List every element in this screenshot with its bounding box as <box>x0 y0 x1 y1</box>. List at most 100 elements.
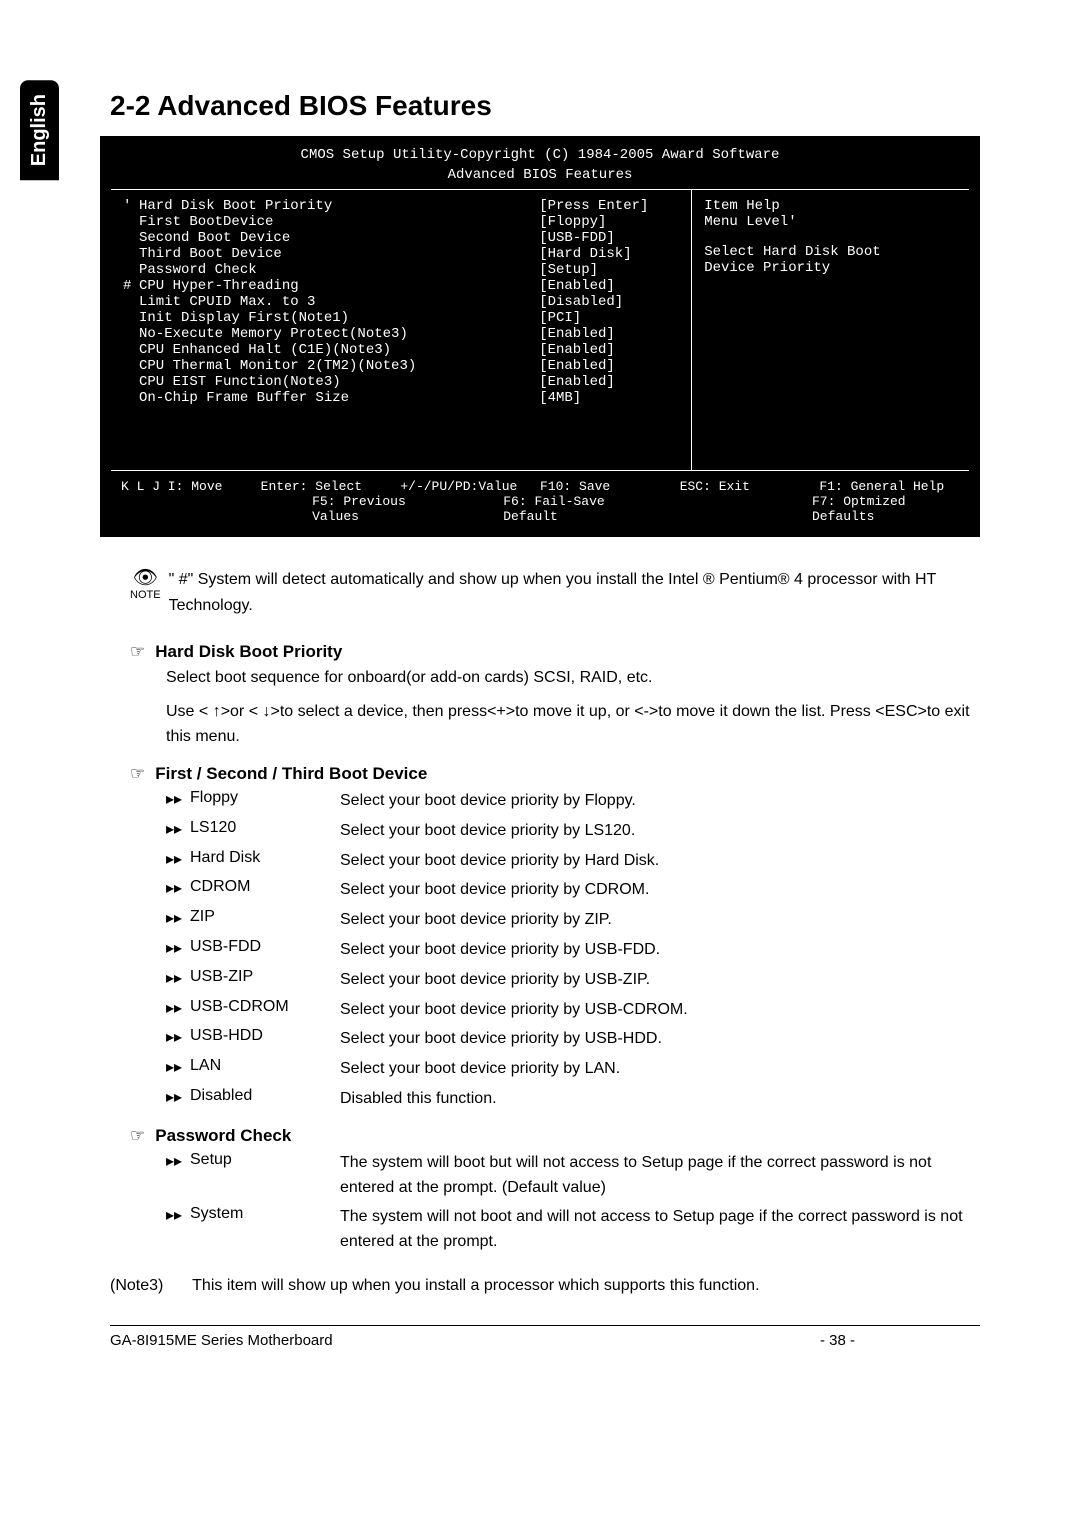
help-title: Item Help <box>704 198 957 214</box>
help-desc-2: Device Priority <box>704 260 957 276</box>
footer-optimized: F7: Optmized Defaults <box>812 494 959 524</box>
hand-icon: ☞ <box>130 764 145 784</box>
arrow-icon: ▸▸ <box>166 908 190 928</box>
bios-setting-row: First BootDevice[Floppy] <box>123 214 679 230</box>
option-desc: Select your boot device priority by ZIP. <box>340 908 980 933</box>
boot-device-title: First / Second / Third Boot Device <box>155 764 427 784</box>
footer-failsafe: F6: Fail-Save Default <box>503 494 650 524</box>
option-name: USB-FDD <box>190 938 340 956</box>
option-name: LAN <box>190 1057 340 1075</box>
option-name: Disabled <box>190 1087 340 1105</box>
option-desc: Select your boot device priority by CDRO… <box>340 878 980 903</box>
footer-select: Enter: Select <box>261 479 401 494</box>
bios-setting-row: Password Check[Setup] <box>123 262 679 278</box>
bios-setting-row: 'Hard Disk Boot Priority[Press Enter] <box>123 198 679 214</box>
password-check-list: ▸▸SetupThe system will boot but will not… <box>166 1151 980 1255</box>
option-desc: Select your boot device priority by USB-… <box>340 968 980 993</box>
hand-icon: ☞ <box>130 642 145 662</box>
option-desc: Select your boot device priority by Flop… <box>340 789 980 814</box>
arrow-icon: ▸▸ <box>166 849 190 869</box>
option-name: Hard Disk <box>190 849 340 867</box>
bios-footer: K L J I: Move Enter: Select +/-/PU/PD:Va… <box>101 475 979 528</box>
arrow-icon: ▸▸ <box>166 968 190 988</box>
option-name: USB-ZIP <box>190 968 340 986</box>
option-name: Setup <box>190 1151 340 1169</box>
option-item: ▸▸FloppySelect your boot device priority… <box>166 789 980 814</box>
option-name: CDROM <box>190 878 340 896</box>
arrow-icon: ▸▸ <box>166 789 190 809</box>
arrow-icon: ▸▸ <box>166 1057 190 1077</box>
option-desc: The system will boot but will not access… <box>340 1151 980 1201</box>
arrow-icon: ▸▸ <box>166 878 190 898</box>
footer-motherboard: GA-8I915ME Series Motherboard <box>110 1332 820 1349</box>
option-item: ▸▸Hard DiskSelect your boot device prior… <box>166 849 980 874</box>
option-desc: Select your boot device priority by USB-… <box>340 1027 980 1052</box>
heading-boot-device: ☞ First / Second / Third Boot Device <box>130 764 980 784</box>
bios-setting-row: CPU EIST Function(Note3)[Enabled] <box>123 374 679 390</box>
option-desc: Select your boot device priority by Hard… <box>340 849 980 874</box>
arrow-icon: ▸▸ <box>166 1151 190 1171</box>
bios-setting-row: Second Boot Device[USB-FDD] <box>123 230 679 246</box>
arrow-icon: ▸▸ <box>166 1027 190 1047</box>
bios-setting-row: #CPU Hyper-Threading[Enabled] <box>123 278 679 294</box>
hard-disk-desc-1: Select boot sequence for onboard(or add-… <box>166 665 980 691</box>
option-name: USB-CDROM <box>190 998 340 1016</box>
bios-header-2: Advanced BIOS Features <box>101 165 979 185</box>
heading-password-check: ☞ Password Check <box>130 1126 980 1146</box>
bios-setting-row: On-Chip Frame Buffer Size[4MB] <box>123 390 679 406</box>
option-desc: Select your boot device priority by USB-… <box>340 938 980 963</box>
boot-device-list: ▸▸FloppySelect your boot device priority… <box>166 789 980 1112</box>
bios-settings-panel: 'Hard Disk Boot Priority[Press Enter]Fir… <box>111 190 692 470</box>
bios-screen: CMOS Setup Utility-Copyright (C) 1984-20… <box>100 136 980 537</box>
option-name: USB-HDD <box>190 1027 340 1045</box>
option-item: ▸▸SystemThe system will not boot and wil… <box>166 1205 980 1255</box>
footnote-tag: (Note3) <box>110 1277 188 1295</box>
option-item: ▸▸SetupThe system will boot but will not… <box>166 1151 980 1201</box>
footer-save: F10: Save <box>540 479 680 494</box>
arrow-icon: ▸▸ <box>166 1087 190 1107</box>
hard-disk-title: Hard Disk Boot Priority <box>155 642 342 662</box>
option-item: ▸▸USB-FDDSelect your boot device priorit… <box>166 938 980 963</box>
option-desc: Select your boot device priority by USB-… <box>340 998 980 1023</box>
option-name: ZIP <box>190 908 340 926</box>
option-desc: Select your boot device priority by LAN. <box>340 1057 980 1082</box>
arrow-icon: ▸▸ <box>166 819 190 839</box>
footer-help: F1: General Help <box>819 479 959 494</box>
help-menu-level: Menu Level' <box>704 214 957 230</box>
option-item: ▸▸ZIPSelect your boot device priority by… <box>166 908 980 933</box>
option-item: ▸▸USB-CDROMSelect your boot device prior… <box>166 998 980 1023</box>
bios-setting-row: Third Boot Device[Hard Disk] <box>123 246 679 262</box>
heading-hard-disk: ☞ Hard Disk Boot Priority <box>130 642 980 662</box>
hand-icon: ☞ <box>130 1126 145 1146</box>
language-tab: English <box>20 80 59 180</box>
bios-header-1: CMOS Setup Utility-Copyright (C) 1984-20… <box>101 145 979 165</box>
footnote: (Note3) This item will show up when you … <box>110 1277 980 1295</box>
option-item: ▸▸USB-HDDSelect your boot device priorit… <box>166 1027 980 1052</box>
hard-disk-desc-2: Use < ↑>or < ↓>to select a device, then … <box>166 699 980 750</box>
option-name: LS120 <box>190 819 340 837</box>
footer-prev: F5: Previous Values <box>312 494 459 524</box>
option-name: Floppy <box>190 789 340 807</box>
footer-move: K L J I: Move <box>121 479 261 494</box>
option-desc: The system will not boot and will not ac… <box>340 1205 980 1255</box>
bios-setting-row: CPU Enhanced Halt (C1E)(Note3)[Enabled] <box>123 342 679 358</box>
page-footer: GA-8I915ME Series Motherboard - 38 - <box>110 1325 980 1349</box>
bios-setting-row: CPU Thermal Monitor 2(TM2)(Note3)[Enable… <box>123 358 679 374</box>
option-desc: Disabled this function. <box>340 1087 980 1112</box>
footer-exit: ESC: Exit <box>680 479 820 494</box>
option-item: ▸▸DisabledDisabled this function. <box>166 1087 980 1112</box>
bios-help-panel: Item Help Menu Level' Select Hard Disk B… <box>692 190 969 470</box>
note-icon: 👁 NOTE <box>130 567 161 601</box>
note-block: 👁 NOTE " #" System will detect automatic… <box>130 567 980 618</box>
arrow-icon: ▸▸ <box>166 998 190 1018</box>
help-desc-1: Select Hard Disk Boot <box>704 244 957 260</box>
option-item: ▸▸CDROMSelect your boot device priority … <box>166 878 980 903</box>
footer-page-number: - 38 - <box>820 1332 980 1349</box>
section-title: 2-2 Advanced BIOS Features <box>110 90 980 122</box>
option-item: ▸▸LS120Select your boot device priority … <box>166 819 980 844</box>
option-desc: Select your boot device priority by LS12… <box>340 819 980 844</box>
password-check-title: Password Check <box>155 1126 291 1146</box>
footnote-text: This item will show up when you install … <box>192 1277 759 1294</box>
option-item: ▸▸USB-ZIPSelect your boot device priorit… <box>166 968 980 993</box>
arrow-icon: ▸▸ <box>166 1205 190 1225</box>
